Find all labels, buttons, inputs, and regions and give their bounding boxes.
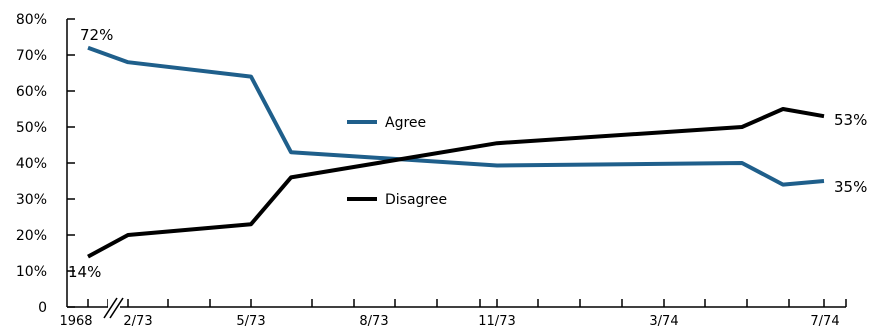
y-tick-label: 70%: [16, 48, 47, 64]
data-labels: 72% 35% 14% 53%: [68, 26, 867, 281]
agree-start-label: 72%: [80, 26, 113, 44]
y-axis: 0 10% 20% 30% 40% 50% 60% 70% 80%: [16, 12, 75, 316]
x-axis: 1968 2/73 5/73 8/73 11/73 3/74 7/74: [59, 295, 847, 328]
y-tick-label: 60%: [16, 84, 47, 100]
y-tick-label: 20%: [16, 228, 47, 244]
legend-label-disagree: Disagree: [385, 192, 447, 208]
disagree-end-label: 53%: [834, 111, 867, 129]
x-tick-label: 5/73: [236, 314, 265, 328]
x-tick-label: 2/73: [123, 314, 152, 328]
series-line-disagree: [87, 107, 825, 259]
legend-label-agree: Agree: [385, 115, 426, 131]
x-tick-label: 3/74: [649, 314, 678, 328]
series-lines: [87, 45, 825, 259]
axis-break-mark: [103, 297, 118, 319]
y-tick-label: 30%: [16, 192, 47, 208]
series-line-agree: [87, 45, 825, 187]
axis-break-gap: [108, 295, 120, 319]
disagree-start-label: 14%: [68, 263, 101, 281]
x-tick-label: 11/73: [478, 314, 515, 328]
y-tick-label: 10%: [16, 264, 47, 280]
y-tick-label: 50%: [16, 120, 47, 136]
axis-break-mark: [109, 297, 124, 319]
legend: Agree Disagree: [347, 115, 447, 208]
x-tick-label: 1968: [59, 314, 92, 328]
y-tick-label: 0: [38, 300, 47, 316]
y-tick-label: 40%: [16, 156, 47, 172]
x-tick-label: 8/73: [359, 314, 388, 328]
agree-end-label: 35%: [834, 178, 867, 196]
x-tick-label: 7/74: [810, 314, 839, 328]
y-tick-label: 80%: [16, 12, 47, 28]
